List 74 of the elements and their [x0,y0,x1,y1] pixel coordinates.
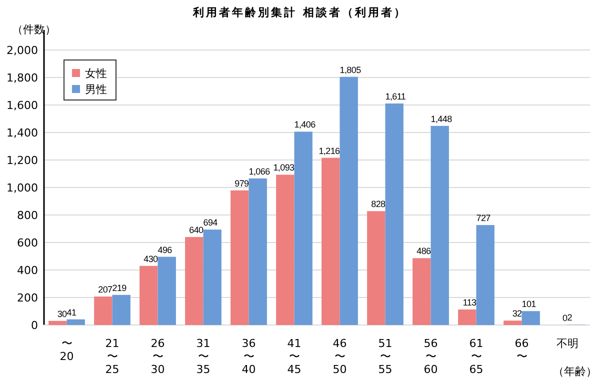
data-label: 207 [98,284,113,295]
data-label: 1,406 [294,120,316,130]
data-label: 486 [416,246,432,256]
data-label: 1,805 [340,64,362,75]
y-tick-label: 0 [31,319,38,332]
bar [340,76,358,325]
data-label: 1,093 [273,162,295,173]
x-tick-label: 66 〜 [514,337,529,363]
data-label: 30 [57,308,68,319]
bar [230,190,249,325]
data-label: 32 [512,308,522,319]
bar [185,237,204,325]
data-label: 1,448 [430,114,452,124]
bar [248,178,267,325]
y-axis-title: （件数） [12,23,56,36]
y-tick-label: 1,000 [6,182,38,194]
bar [322,158,340,325]
bar [476,225,494,325]
x-tick-label: 41 〜 45 [287,337,302,376]
data-label: 1,066 [248,166,270,176]
data-label: 2 [567,312,572,323]
x-axis-title: （年齢） [553,365,597,378]
x-tick-label: 31 〜 35 [196,337,210,376]
bar [367,211,386,325]
y-tick-label: 1,600 [6,99,38,112]
bar [458,309,476,325]
y-tick-label: 1,400 [6,126,38,140]
data-label: 496 [158,244,172,255]
bar [48,320,67,325]
bar [112,294,130,325]
legend-label: 男性 [85,83,107,96]
data-label: 0 [562,313,568,323]
y-tick-label: 1,800 [6,72,38,84]
bar [276,174,294,325]
bar [94,296,112,325]
x-tick-label: 46 〜 50 [332,337,347,376]
chart-title: 利用者年齢別集計 相談者（利用者） [192,6,407,19]
data-label: 979 [234,178,250,188]
bar [522,311,540,325]
bar [412,258,431,325]
data-label: 828 [371,199,386,210]
x-tick-label: 51 〜 55 [378,337,392,376]
y-tick-label: 400 [17,264,38,277]
data-label: 41 [66,307,76,318]
data-label: 694 [203,218,218,228]
y-tick-label: 600 [17,236,38,250]
bar [294,132,312,325]
bar [385,103,404,325]
x-tick-label: 56 〜 60 [424,337,438,376]
data-label: 1,611 [385,91,406,102]
data-label: 727 [476,213,491,224]
data-label: 219 [112,282,127,293]
bar [504,320,522,325]
x-tick-label: 36 〜 40 [242,337,256,376]
data-label: 430 [144,254,158,264]
bar [140,266,158,325]
x-tick-label: 61 〜 65 [469,337,484,376]
x-tick-label: 26 〜 30 [150,337,165,376]
bar [203,230,222,325]
data-label: 640 [189,225,204,235]
y-tick-label: 200 [17,292,38,304]
bar [66,319,85,325]
bar [158,256,176,325]
y-tick-label: 2,000 [6,44,38,57]
x-tick-label: 〜 20 [60,337,74,363]
x-tick-label: 21 〜 25 [105,337,120,376]
x-tick-label: 不明 [556,337,578,350]
y-tick-label: 1,200 [6,154,38,167]
y-tick-label: 800 [17,209,38,222]
bar [430,126,449,325]
data-label: 113 [462,297,477,308]
data-label: 1,216 [318,146,340,156]
legend-label: 女性 [85,67,107,80]
data-label: 101 [522,299,536,310]
